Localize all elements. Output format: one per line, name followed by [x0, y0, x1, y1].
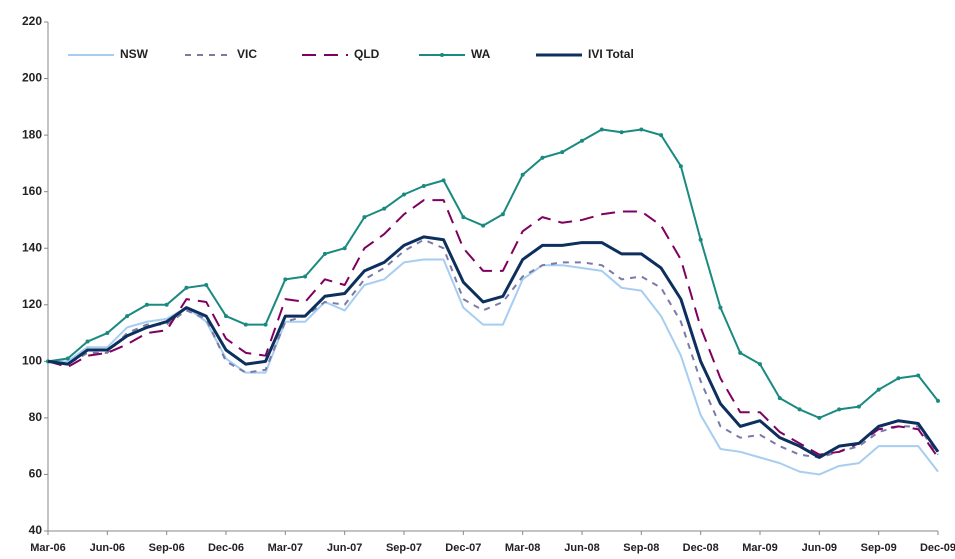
series-line [47, 238, 939, 459]
point [184, 285, 189, 290]
x-tick-label: Mar-06 [30, 542, 65, 554]
point [105, 331, 110, 336]
x-tick-label: Sep-06 [149, 542, 185, 554]
point [144, 302, 149, 307]
point [837, 407, 842, 412]
x-tick-label: Dec-06 [208, 542, 244, 554]
point [599, 127, 604, 132]
point [481, 223, 486, 228]
x-tick-label: Mar-08 [505, 542, 540, 554]
series-line [48, 258, 939, 476]
point [85, 339, 90, 344]
x-tick-label: Sep-07 [386, 542, 422, 554]
series-line [47, 235, 940, 459]
point [322, 251, 327, 256]
point [204, 282, 209, 287]
y-tick-label: 120 [22, 297, 42, 311]
legend-label: QLD [354, 47, 380, 61]
point [797, 407, 802, 412]
point [263, 322, 268, 327]
point [896, 376, 901, 381]
x-tick-label: Jun-09 [802, 542, 837, 554]
x-tick-label: Dec-07 [445, 542, 481, 554]
point [500, 212, 505, 217]
point [560, 150, 565, 155]
point [856, 404, 861, 409]
y-tick-label: 140 [22, 240, 42, 254]
y-tick-label: 80 [29, 410, 43, 424]
point [402, 192, 406, 197]
point [362, 215, 367, 220]
point [580, 138, 584, 143]
point [540, 155, 545, 160]
point [678, 164, 683, 169]
point [382, 206, 387, 211]
y-tick-label: 200 [22, 71, 42, 85]
series-line [47, 199, 939, 459]
point [283, 277, 288, 282]
point [698, 237, 703, 242]
point [342, 246, 347, 251]
x-tick-label: Mar-09 [742, 542, 777, 554]
series-line [47, 128, 939, 419]
point [817, 415, 822, 420]
legend-label: IVI Total [588, 47, 634, 61]
y-tick-label: 40 [29, 523, 43, 537]
point [243, 322, 248, 327]
x-tick-label: Jun-08 [564, 542, 599, 554]
x-tick-label: Jun-06 [90, 542, 125, 554]
x-tick-label: Dec-08 [683, 542, 719, 554]
point [738, 350, 743, 355]
x-tick-label: Sep-08 [623, 542, 659, 554]
point [916, 373, 921, 378]
point [936, 398, 940, 403]
point [461, 215, 466, 220]
legend-label: WA [471, 47, 491, 61]
x-tick-label: Sep-09 [861, 542, 897, 554]
point [639, 127, 644, 132]
legend-marker [440, 53, 444, 57]
point [224, 314, 228, 319]
x-tick-label: Dec-09 [920, 542, 955, 554]
point [520, 172, 525, 177]
point [303, 274, 308, 279]
legend-label: VIC [237, 47, 257, 61]
point [125, 314, 130, 319]
point [441, 178, 446, 183]
point [718, 305, 723, 310]
y-tick-label: 60 [29, 467, 43, 481]
x-tick-label: Mar-07 [268, 542, 303, 554]
point [758, 362, 762, 367]
x-tick-label: Jun-07 [327, 542, 362, 554]
point [876, 387, 881, 392]
point [619, 130, 624, 135]
point [164, 302, 169, 307]
point [777, 396, 782, 401]
y-tick-label: 180 [22, 127, 42, 141]
y-tick-label: 220 [22, 14, 42, 28]
y-tick-label: 160 [22, 184, 42, 198]
legend-label: NSW [120, 47, 149, 61]
y-tick-label: 100 [22, 354, 42, 368]
point [65, 356, 70, 361]
point [421, 184, 426, 189]
point [659, 133, 664, 138]
